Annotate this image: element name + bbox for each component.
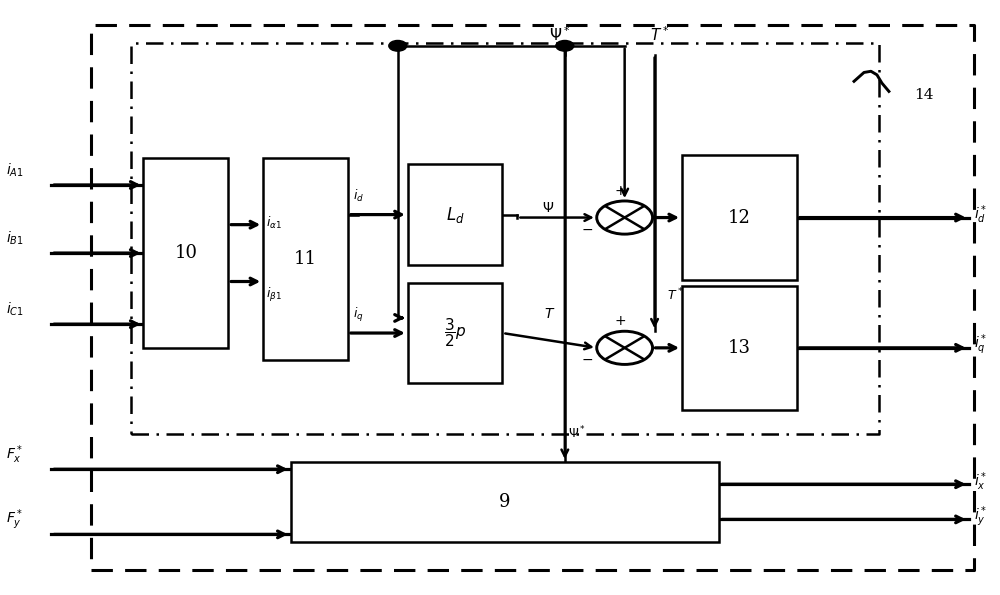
Bar: [143, 158, 228, 348]
Text: $i_d^*$: $i_d^*$: [974, 203, 987, 226]
Text: $+$: $+$: [614, 184, 626, 198]
Text: $i_{A1}$: $i_{A1}$: [6, 161, 24, 179]
Text: $F_y^*$: $F_y^*$: [6, 508, 24, 532]
Text: $F_x^*$: $F_x^*$: [6, 443, 24, 466]
Text: 9: 9: [499, 493, 511, 511]
Text: $-$: $-$: [581, 352, 593, 366]
Text: $+$: $+$: [614, 314, 626, 328]
Bar: [682, 286, 797, 410]
Text: $T^*$: $T^*$: [667, 287, 683, 303]
Text: 13: 13: [728, 339, 751, 357]
Bar: [291, 462, 719, 542]
Text: $\Psi^*$: $\Psi^*$: [549, 25, 570, 44]
Text: 10: 10: [174, 244, 197, 262]
Text: 11: 11: [294, 250, 317, 268]
Text: $i_{\beta 1}$: $i_{\beta 1}$: [266, 286, 282, 304]
Circle shape: [556, 40, 574, 51]
Text: $i_q^*$: $i_q^*$: [974, 333, 987, 357]
Text: $\Psi^*$: $\Psi^*$: [568, 425, 586, 441]
Text: $T$: $T$: [544, 307, 555, 321]
Text: $i_x^*$: $i_x^*$: [974, 470, 987, 493]
Text: $\Psi$: $\Psi$: [542, 201, 554, 215]
Bar: [408, 164, 502, 265]
Text: $i_{B1}$: $i_{B1}$: [6, 230, 24, 247]
Text: $T^*$: $T^*$: [650, 25, 669, 44]
Bar: [408, 283, 502, 383]
Bar: [682, 155, 797, 280]
Text: $-$: $-$: [581, 221, 593, 236]
Text: $i_y^*$: $i_y^*$: [974, 504, 987, 529]
Text: $i_d$: $i_d$: [353, 188, 364, 204]
Text: $L_d$: $L_d$: [446, 205, 464, 224]
Text: 14: 14: [914, 88, 933, 102]
Text: $i_{\alpha 1}$: $i_{\alpha 1}$: [266, 215, 282, 231]
Text: 12: 12: [728, 209, 751, 227]
Bar: [263, 158, 348, 360]
Text: $i_{C1}$: $i_{C1}$: [6, 300, 24, 318]
Circle shape: [389, 40, 407, 51]
Text: $\dfrac{3}{2}p$: $\dfrac{3}{2}p$: [444, 317, 466, 349]
Text: $i_q$: $i_q$: [353, 306, 364, 324]
